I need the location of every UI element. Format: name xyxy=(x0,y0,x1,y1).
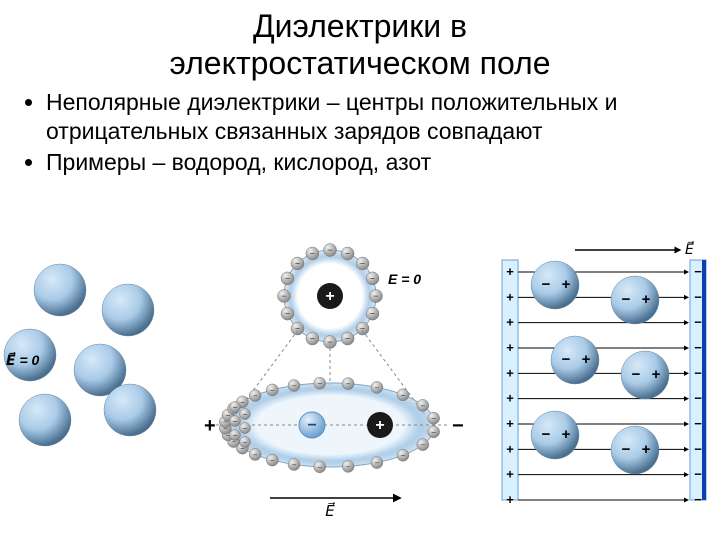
svg-text:−: − xyxy=(281,291,286,301)
svg-text:+: + xyxy=(642,441,651,458)
bullet-item: Неполярные диэлектрики – центры положите… xyxy=(46,88,700,147)
svg-text:−: − xyxy=(420,401,425,410)
figures-area: E⃗ = 0 −−−−−−− xyxy=(0,240,720,540)
svg-text:−: − xyxy=(370,309,375,319)
svg-text:−: − xyxy=(317,379,322,388)
svg-text:−: − xyxy=(694,340,702,355)
svg-text:+: + xyxy=(506,441,514,456)
svg-text:−: − xyxy=(622,291,631,308)
svg-text:−: − xyxy=(375,459,380,468)
svg-text:−: − xyxy=(694,264,702,279)
bullet-list: Неполярные диэлектрики – центры положите… xyxy=(0,88,720,178)
svg-text:−: − xyxy=(360,324,365,334)
svg-text:−: − xyxy=(270,456,275,465)
svg-text:+: + xyxy=(325,288,334,305)
svg-text:−: − xyxy=(233,417,238,426)
figure2-minus: − xyxy=(452,415,464,437)
svg-text:−: − xyxy=(401,391,406,400)
svg-text:−: − xyxy=(375,383,380,392)
svg-text:−: − xyxy=(345,333,350,343)
svg-text:−: − xyxy=(694,365,702,380)
svg-text:−: − xyxy=(632,366,641,383)
svg-text:−: − xyxy=(622,441,631,458)
svg-text:−: − xyxy=(317,463,322,472)
svg-text:−: − xyxy=(292,382,297,391)
svg-text:+: + xyxy=(582,351,591,368)
svg-text:−: − xyxy=(233,403,238,412)
svg-text:−: − xyxy=(694,441,702,456)
svg-text:−: − xyxy=(345,249,350,259)
svg-text:−: − xyxy=(346,380,351,389)
svg-text:−: − xyxy=(243,410,248,419)
svg-text:+: + xyxy=(506,492,514,507)
svg-text:−: − xyxy=(370,273,375,283)
svg-text:+: + xyxy=(506,416,514,431)
svg-text:−: − xyxy=(542,426,551,443)
figure-dielectric-in-capacitor: E⃗ +−+−+−+−+−+−+−+−+−+− −+−+−+−+−+−+ xyxy=(480,240,720,520)
bullet-item: Примеры – водород, кислород, азот xyxy=(46,148,700,177)
svg-text:−: − xyxy=(327,245,332,255)
svg-text:−: − xyxy=(694,492,702,507)
svg-text:−: − xyxy=(310,333,315,343)
svg-text:−: − xyxy=(295,258,300,268)
svg-text:+: + xyxy=(506,289,514,304)
figure2-field-label: E⃗ xyxy=(325,501,335,520)
svg-text:+: + xyxy=(642,291,651,308)
svg-text:−: − xyxy=(694,391,702,406)
svg-text:−: − xyxy=(346,462,351,471)
svg-text:−: − xyxy=(310,249,315,259)
figure3-field-label: E⃗ xyxy=(685,240,694,257)
figure2-toplabel: E = 0 xyxy=(388,271,421,287)
svg-text:−: − xyxy=(360,258,365,268)
svg-text:−: − xyxy=(270,386,275,395)
svg-text:−: − xyxy=(694,289,702,304)
svg-text:−: − xyxy=(240,398,245,407)
figure-atom-polarization: −−−−−−−−−−−−−−−− + E = 0 −−−−−−−−−−−−−−−… xyxy=(190,240,480,530)
svg-text:−: − xyxy=(295,324,300,334)
svg-text:+: + xyxy=(506,467,514,482)
svg-text:−: − xyxy=(431,428,436,437)
svg-text:−: − xyxy=(285,309,290,319)
svg-text:+: + xyxy=(562,426,571,443)
svg-text:−: − xyxy=(253,392,258,401)
svg-text:−: − xyxy=(307,417,316,434)
svg-text:+: + xyxy=(506,365,514,380)
svg-text:−: − xyxy=(243,438,248,447)
svg-text:+: + xyxy=(506,340,514,355)
title-line2: электростатическом поле xyxy=(169,45,550,81)
svg-text:−: − xyxy=(233,431,238,440)
svg-text:−: − xyxy=(694,467,702,482)
svg-text:−: − xyxy=(243,424,248,433)
svg-text:−: − xyxy=(373,291,378,301)
svg-text:−: − xyxy=(694,315,702,330)
figure-neutral-spheres: E⃗ = 0 xyxy=(0,250,180,470)
page-title: Диэлектрики в электростатическом поле xyxy=(0,0,720,88)
svg-text:−: − xyxy=(420,441,425,450)
svg-text:−: − xyxy=(542,276,551,293)
figure2-plus: + xyxy=(204,415,216,437)
svg-text:−: − xyxy=(285,273,290,283)
figure1-label: E⃗ = 0 xyxy=(6,351,40,368)
svg-text:+: + xyxy=(562,276,571,293)
svg-text:−: − xyxy=(431,414,436,423)
svg-text:+: + xyxy=(506,315,514,330)
svg-text:+: + xyxy=(652,366,661,383)
svg-text:−: − xyxy=(562,351,571,368)
svg-text:−: − xyxy=(401,451,406,460)
svg-text:+: + xyxy=(506,264,514,279)
svg-text:−: − xyxy=(694,416,702,431)
svg-text:+: + xyxy=(506,391,514,406)
svg-text:−: − xyxy=(253,450,258,459)
svg-text:−: − xyxy=(292,460,297,469)
title-line1: Диэлектрики в xyxy=(253,8,467,44)
svg-text:+: + xyxy=(375,417,384,434)
